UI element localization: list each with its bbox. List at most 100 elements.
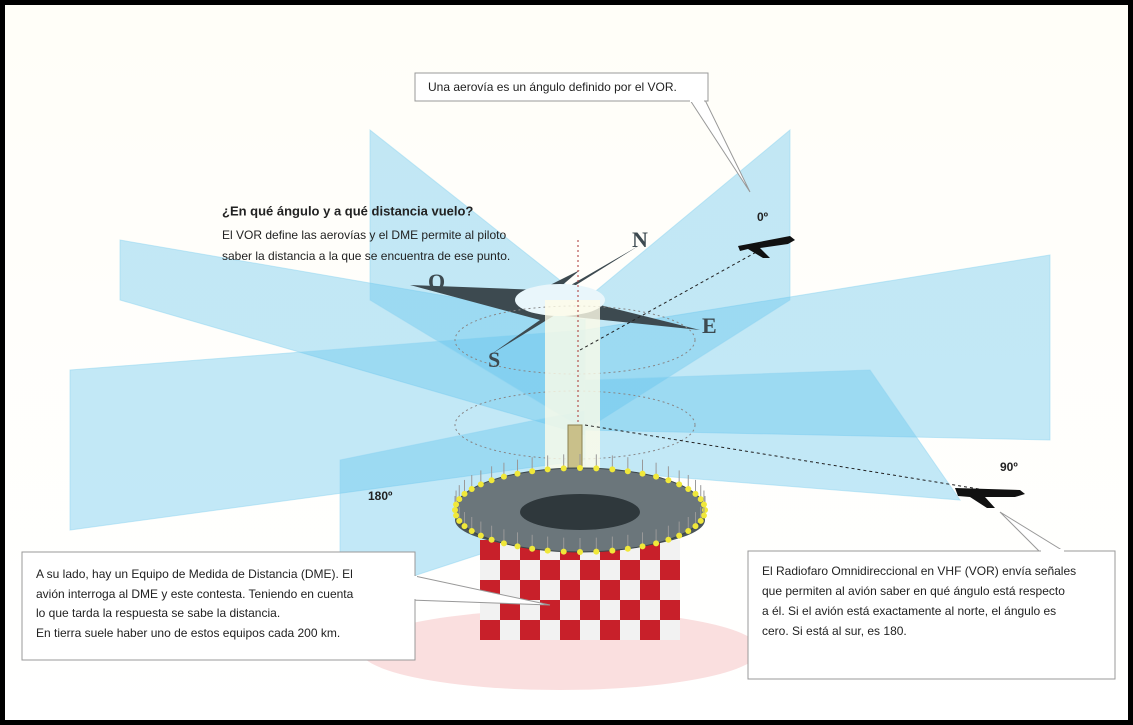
intro-title: ¿En qué ángulo y a qué distancia vuelo?	[222, 203, 473, 218]
checker-square	[540, 620, 560, 640]
checker-square	[580, 600, 600, 620]
callout-text: que permiten al avión saber en qué ángul…	[762, 584, 1065, 598]
antenna-light	[577, 549, 583, 555]
antenna-light	[456, 496, 462, 502]
antenna-light	[489, 537, 495, 543]
antenna-light	[698, 496, 704, 502]
antenna-light	[625, 546, 631, 552]
infographic: N E S O 0º 90º 180º ¿En qué ángulo y a q…	[0, 0, 1133, 725]
angle-label: 0º	[757, 210, 769, 224]
checker-square	[660, 600, 680, 620]
antenna-light	[529, 468, 535, 474]
antenna-light	[478, 481, 484, 487]
antenna-light	[593, 549, 599, 555]
antenna-light	[469, 528, 475, 534]
antenna-light	[702, 507, 708, 513]
antenna-light	[456, 518, 462, 524]
checker-square	[560, 600, 580, 620]
antenna-light	[452, 507, 458, 513]
pointer-join	[1041, 549, 1064, 553]
antenna-light	[561, 465, 567, 471]
antenna-light	[625, 468, 631, 474]
checker-square	[640, 600, 660, 620]
checker-square	[480, 540, 500, 560]
checker-square	[600, 580, 620, 600]
angle-label: 180º	[368, 489, 393, 503]
callout-text: El Radiofaro Omnidireccional en VHF (VOR…	[762, 564, 1076, 578]
disc-center	[520, 494, 640, 530]
antenna-light	[701, 502, 707, 508]
checker-square	[480, 560, 500, 580]
antenna-light	[685, 486, 691, 492]
checker-square	[580, 560, 600, 580]
antenna-light	[462, 491, 468, 497]
callout-text: lo que tarda la respuesta se sabe la dis…	[36, 606, 280, 620]
callout-text: cero. Si está al sur, es 180.	[762, 624, 907, 638]
antenna-light	[545, 466, 551, 472]
pointer-join	[690, 99, 704, 102]
checker-square	[600, 620, 620, 640]
checker-square	[580, 620, 600, 640]
compass-s: S	[488, 347, 500, 372]
intro-line: saber la distancia a la que se encuentra…	[222, 249, 510, 263]
antenna-light	[640, 471, 646, 477]
checker-square	[620, 620, 640, 640]
antenna-light	[489, 477, 495, 483]
intro-line: El VOR define las aerovías y el DME perm…	[222, 228, 506, 242]
antenna-light	[676, 481, 682, 487]
antenna-light	[577, 465, 583, 471]
callout-text: avión interroga al DME y este contesta. …	[36, 587, 354, 601]
antenna-light	[529, 546, 535, 552]
checker-square	[500, 560, 520, 580]
pointer-join	[413, 576, 417, 599]
checker-square	[660, 540, 680, 560]
checker-square	[660, 560, 680, 580]
antenna-light	[478, 533, 484, 539]
antenna-light	[665, 477, 671, 483]
antenna-light	[665, 537, 671, 543]
checker-square	[640, 560, 660, 580]
checker-square	[600, 600, 620, 620]
antenna-light	[698, 518, 704, 524]
checker-square	[560, 580, 580, 600]
antenna-light	[515, 471, 521, 477]
callout-text: En tierra suele haber uno de estos equip…	[36, 626, 340, 640]
checker-square	[620, 600, 640, 620]
checker-square	[660, 580, 680, 600]
antenna-light	[469, 486, 475, 492]
checker-square	[600, 560, 620, 580]
angle-label: 90º	[1000, 460, 1018, 474]
checker-square	[520, 580, 540, 600]
antenna-light	[453, 502, 459, 508]
antenna-light	[501, 540, 507, 546]
checker-square	[640, 580, 660, 600]
antenna-light	[653, 540, 659, 546]
antenna-light	[653, 474, 659, 480]
checker-square	[520, 560, 540, 580]
antenna-light	[453, 512, 459, 518]
antenna-light	[462, 523, 468, 529]
antenna-light	[701, 512, 707, 518]
checker-square	[620, 560, 640, 580]
antenna-light	[685, 528, 691, 534]
callout-text: Una aerovía es un ángulo definido por el…	[428, 80, 677, 94]
checker-square	[560, 560, 580, 580]
checker-square	[660, 620, 680, 640]
compass-o: O	[428, 269, 445, 294]
checker-square	[580, 580, 600, 600]
checker-square	[540, 580, 560, 600]
antenna-light	[692, 523, 698, 529]
antenna-light	[593, 465, 599, 471]
antenna-light	[545, 548, 551, 554]
checker-square	[540, 560, 560, 580]
checker-square	[520, 620, 540, 640]
checker-square	[480, 620, 500, 640]
antenna-light	[692, 491, 698, 497]
antenna-light	[676, 533, 682, 539]
antenna-light	[515, 543, 521, 549]
callout-text: A su lado, hay un Equipo de Medida de Di…	[36, 567, 353, 581]
checker-square	[560, 620, 580, 640]
antenna-light	[640, 543, 646, 549]
callout-text: a él. Si el avión está exactamente al no…	[762, 604, 1056, 618]
checker-square	[640, 620, 660, 640]
